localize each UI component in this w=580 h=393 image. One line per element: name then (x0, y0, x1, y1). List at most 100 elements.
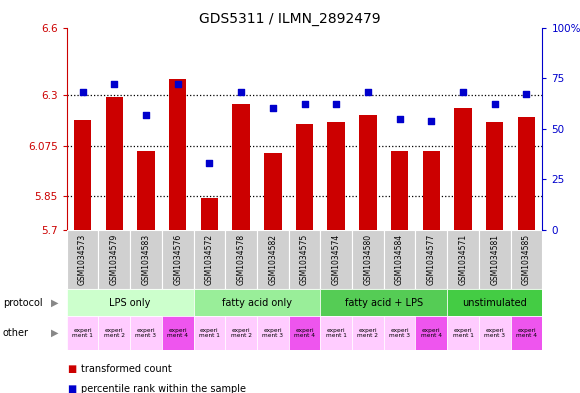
Text: GSM1034575: GSM1034575 (300, 234, 309, 285)
Point (458, 89, 467, 95)
Text: GSM1034582: GSM1034582 (269, 234, 277, 285)
Text: ▶: ▶ (52, 298, 59, 308)
Bar (137, 151, 155, 230)
Bar (320, 316, 352, 350)
Point (110, 81, 119, 87)
Bar (447, 289, 542, 316)
Bar (257, 230, 289, 289)
Point (205, 160, 214, 166)
Bar (415, 230, 447, 289)
Text: GSM1034585: GSM1034585 (522, 234, 531, 285)
Text: experi
ment 3: experi ment 3 (484, 328, 505, 338)
Text: GSM1034572: GSM1034572 (205, 234, 214, 285)
Bar (359, 115, 376, 230)
Bar (423, 151, 440, 230)
Bar (67, 316, 99, 350)
Bar (74, 120, 91, 230)
Bar (510, 230, 542, 289)
Bar (257, 316, 289, 350)
Text: percentile rank within the sample: percentile rank within the sample (81, 384, 246, 393)
Text: fatty acid + LPS: fatty acid + LPS (345, 298, 423, 308)
Bar (454, 108, 472, 230)
Text: GSM1034571: GSM1034571 (459, 234, 467, 285)
Bar (352, 230, 384, 289)
Text: experi
ment 4: experi ment 4 (421, 328, 442, 338)
Text: experi
ment 2: experi ment 2 (231, 328, 252, 338)
Bar (67, 230, 99, 289)
Bar (384, 230, 415, 289)
Bar (106, 97, 123, 230)
Bar (289, 230, 320, 289)
Bar (479, 230, 510, 289)
Text: experi
ment 1: experi ment 1 (72, 328, 93, 338)
Text: ■: ■ (67, 364, 76, 375)
Bar (201, 198, 218, 230)
Text: GSM1034574: GSM1034574 (332, 234, 340, 285)
Bar (225, 316, 257, 350)
Bar (99, 316, 130, 350)
Text: GSM1034584: GSM1034584 (395, 234, 404, 285)
Text: ▶: ▶ (52, 328, 59, 338)
Text: GSM1034578: GSM1034578 (237, 234, 245, 285)
Point (332, 101, 341, 108)
Bar (194, 316, 225, 350)
Text: fatty acid only: fatty acid only (222, 298, 292, 308)
Bar (99, 230, 130, 289)
Bar (518, 118, 535, 230)
Bar (384, 316, 415, 350)
Text: experi
ment 3: experi ment 3 (389, 328, 410, 338)
Text: protocol: protocol (3, 298, 42, 308)
Text: GSM1034580: GSM1034580 (364, 234, 372, 285)
Bar (510, 316, 542, 350)
Bar (289, 316, 320, 350)
Bar (194, 230, 225, 289)
Text: experi
ment 2: experi ment 2 (104, 328, 125, 338)
Bar (264, 153, 281, 230)
Point (300, 101, 309, 108)
Bar (162, 230, 194, 289)
Bar (296, 124, 313, 230)
Text: GSM1034583: GSM1034583 (142, 234, 150, 285)
Text: unstimulated: unstimulated (462, 298, 527, 308)
Text: experi
ment 2: experi ment 2 (357, 328, 378, 338)
Text: experi
ment 3: experi ment 3 (262, 328, 283, 338)
Bar (194, 289, 320, 316)
Text: GDS5311 / ILMN_2892479: GDS5311 / ILMN_2892479 (199, 12, 381, 26)
Text: LPS only: LPS only (110, 298, 151, 308)
Text: GSM1034576: GSM1034576 (173, 234, 182, 285)
Point (237, 89, 246, 95)
Bar (447, 230, 479, 289)
Bar (479, 316, 510, 350)
Bar (352, 316, 384, 350)
Text: experi
ment 4: experi ment 4 (516, 328, 537, 338)
Point (142, 111, 151, 118)
Bar (447, 316, 479, 350)
Bar (320, 289, 447, 316)
Bar (162, 316, 194, 350)
Bar (391, 151, 408, 230)
Text: experi
ment 1: experi ment 1 (199, 328, 220, 338)
Text: ■: ■ (67, 384, 76, 393)
Bar (67, 289, 194, 316)
Text: experi
ment 3: experi ment 3 (136, 328, 157, 338)
Bar (130, 316, 162, 350)
Bar (130, 230, 162, 289)
Bar (169, 79, 186, 230)
Text: GSM1034581: GSM1034581 (490, 234, 499, 285)
Bar (486, 122, 503, 230)
Text: experi
ment 1: experi ment 1 (326, 328, 347, 338)
Point (395, 116, 404, 122)
Point (363, 89, 372, 95)
Text: transformed count: transformed count (81, 364, 172, 375)
Bar (415, 316, 447, 350)
Point (490, 101, 499, 108)
Point (427, 118, 436, 124)
Point (522, 91, 531, 97)
Text: other: other (3, 328, 29, 338)
Bar (320, 230, 352, 289)
Text: GSM1034577: GSM1034577 (427, 234, 436, 285)
Text: experi
ment 1: experi ment 1 (452, 328, 473, 338)
Bar (233, 104, 250, 230)
Point (173, 81, 182, 87)
Bar (225, 230, 257, 289)
